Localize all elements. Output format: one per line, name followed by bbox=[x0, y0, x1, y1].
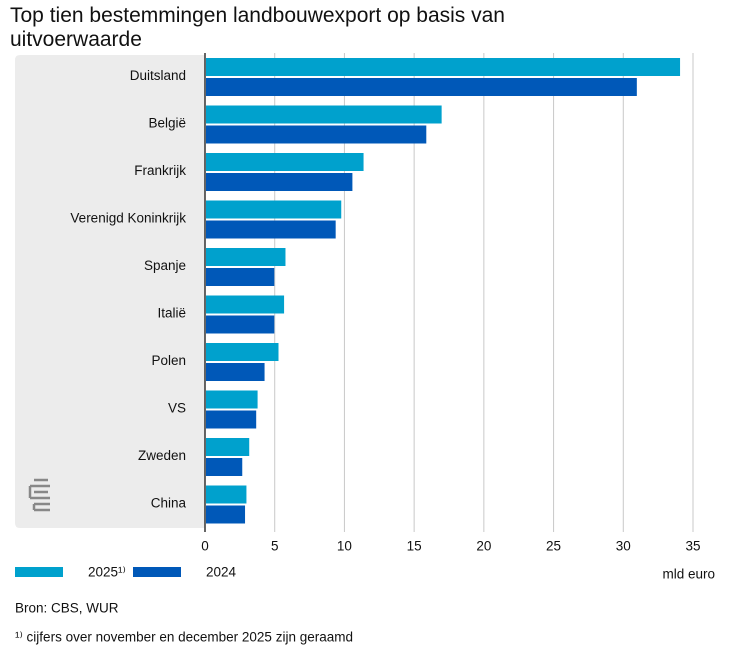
x-tick-label: 35 bbox=[685, 539, 700, 554]
y-tick-label: VS bbox=[168, 401, 186, 416]
bar bbox=[206, 268, 275, 286]
x-tick-label: 10 bbox=[337, 539, 352, 554]
bar bbox=[206, 505, 246, 524]
bar bbox=[206, 173, 353, 191]
legend-swatch bbox=[15, 567, 63, 577]
chart-title: Top tien bestemmingen landbouwexport op … bbox=[10, 4, 505, 51]
x-tick-label: 0 bbox=[201, 539, 209, 554]
x-tick-label: 5 bbox=[271, 539, 279, 554]
y-tick-label: Italië bbox=[157, 306, 186, 321]
x-tick-label: 30 bbox=[616, 539, 631, 554]
bar bbox=[206, 153, 364, 171]
bar bbox=[206, 390, 258, 409]
bar bbox=[206, 485, 247, 504]
y-tick-label: Polen bbox=[151, 353, 186, 368]
x-tick-label: 15 bbox=[407, 539, 422, 554]
bar bbox=[206, 438, 250, 456]
bar bbox=[206, 363, 265, 381]
label-panel bbox=[15, 55, 205, 528]
legend-swatch bbox=[133, 567, 181, 577]
y-tick-label: Zweden bbox=[138, 448, 186, 463]
bar bbox=[206, 295, 285, 314]
y-tick-label: Frankrijk bbox=[134, 163, 186, 178]
x-tick-label: 20 bbox=[476, 539, 491, 554]
bar bbox=[206, 78, 637, 96]
bar bbox=[206, 200, 342, 219]
bar bbox=[206, 125, 427, 144]
y-tick-label: China bbox=[151, 496, 187, 511]
bar bbox=[206, 105, 442, 124]
bar bbox=[206, 315, 275, 334]
source: Bron: CBS, WUR bbox=[15, 601, 119, 616]
bar bbox=[206, 58, 681, 76]
y-tick-label: Duitsland bbox=[130, 68, 186, 83]
bar bbox=[206, 248, 286, 266]
x-tick-label: 25 bbox=[546, 539, 561, 554]
legend-label: 2024 bbox=[206, 565, 237, 580]
y-tick-label: Verenigd Koninkrijk bbox=[70, 211, 186, 226]
legend-label: 2025¹⁾ bbox=[88, 565, 126, 580]
bar bbox=[206, 343, 279, 361]
bar bbox=[206, 220, 336, 239]
bar bbox=[206, 410, 257, 429]
footnote: ¹⁾ cijfers over november en december 202… bbox=[15, 630, 353, 645]
y-tick-label: Spanje bbox=[144, 258, 186, 273]
x-axis-label: mld euro bbox=[662, 567, 715, 582]
y-tick-label: België bbox=[148, 116, 186, 131]
cbs-logo bbox=[28, 478, 50, 512]
bar bbox=[206, 458, 243, 476]
